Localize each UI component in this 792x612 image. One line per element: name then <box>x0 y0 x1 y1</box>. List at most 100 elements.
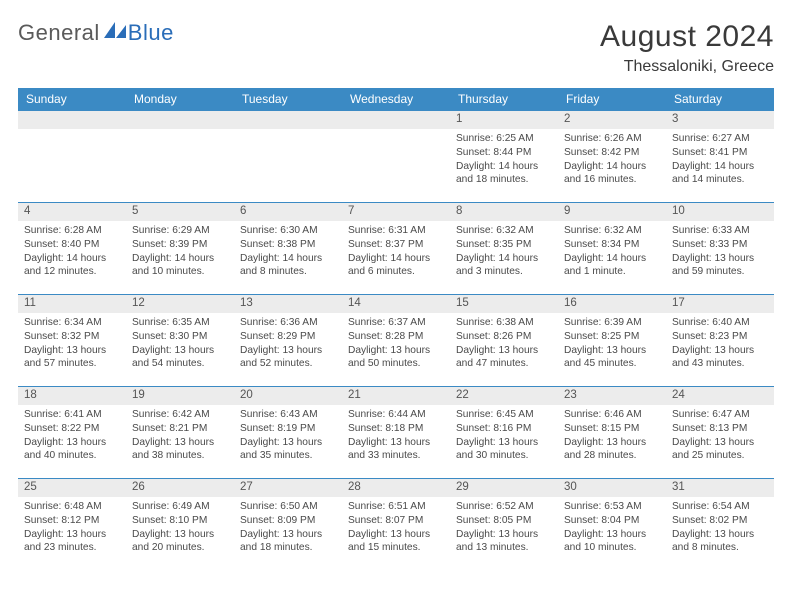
day-details: Sunrise: 6:37 AMSunset: 8:28 PMDaylight:… <box>342 313 450 371</box>
weekday-header: Friday <box>558 88 666 111</box>
day-detail-line: and 10 minutes. <box>132 265 228 279</box>
day-number: 11 <box>18 295 126 313</box>
day-detail-line: Daylight: 14 hours <box>564 252 660 266</box>
day-detail-line: and 45 minutes. <box>564 357 660 371</box>
day-detail-line: and 3 minutes. <box>456 265 552 279</box>
day-detail-line: Daylight: 14 hours <box>24 252 120 266</box>
day-detail-line: Sunrise: 6:28 AM <box>24 224 120 238</box>
day-detail-line: Sunset: 8:10 PM <box>132 514 228 528</box>
day-detail-line: and 10 minutes. <box>564 541 660 555</box>
weekday-header: Sunday <box>18 88 126 111</box>
day-detail-line: Sunrise: 6:49 AM <box>132 500 228 514</box>
day-number: 3 <box>666 111 774 129</box>
day-number: 24 <box>666 387 774 405</box>
weekday-header: Wednesday <box>342 88 450 111</box>
day-detail-line: Daylight: 14 hours <box>132 252 228 266</box>
day-detail-line: Sunrise: 6:53 AM <box>564 500 660 514</box>
day-detail-line: Daylight: 13 hours <box>132 436 228 450</box>
day-detail-line: and 16 minutes. <box>564 173 660 187</box>
day-detail-line: Daylight: 14 hours <box>456 252 552 266</box>
day-detail-line: Daylight: 13 hours <box>564 344 660 358</box>
day-detail-line: Sunrise: 6:52 AM <box>456 500 552 514</box>
day-detail-line: and 47 minutes. <box>456 357 552 371</box>
day-detail-line: Sunset: 8:19 PM <box>240 422 336 436</box>
day-details: Sunrise: 6:50 AMSunset: 8:09 PMDaylight:… <box>234 497 342 555</box>
logo-text-blue: Blue <box>128 20 174 46</box>
day-detail-line: and 54 minutes. <box>132 357 228 371</box>
calendar-day-cell: 18Sunrise: 6:41 AMSunset: 8:22 PMDayligh… <box>18 387 126 479</box>
day-detail-line: and 1 minute. <box>564 265 660 279</box>
day-detail-line: Sunrise: 6:46 AM <box>564 408 660 422</box>
day-detail-line: Daylight: 14 hours <box>564 160 660 174</box>
calendar-day-cell: 9Sunrise: 6:32 AMSunset: 8:34 PMDaylight… <box>558 203 666 295</box>
day-detail-line: Daylight: 13 hours <box>348 528 444 542</box>
day-detail-line: Daylight: 13 hours <box>132 344 228 358</box>
day-detail-line: Sunset: 8:39 PM <box>132 238 228 252</box>
day-detail-line: Sunrise: 6:43 AM <box>240 408 336 422</box>
weekday-header: Thursday <box>450 88 558 111</box>
day-number: 17 <box>666 295 774 313</box>
day-detail-line: Sunset: 8:37 PM <box>348 238 444 252</box>
day-detail-line: Sunrise: 6:35 AM <box>132 316 228 330</box>
day-detail-line: and 13 minutes. <box>456 541 552 555</box>
day-detail-line: Sunset: 8:41 PM <box>672 146 768 160</box>
weekday-header: Tuesday <box>234 88 342 111</box>
day-details: Sunrise: 6:46 AMSunset: 8:15 PMDaylight:… <box>558 405 666 463</box>
day-detail-line: Sunrise: 6:41 AM <box>24 408 120 422</box>
day-detail-line: Sunset: 8:12 PM <box>24 514 120 528</box>
day-detail-line: and 6 minutes. <box>348 265 444 279</box>
day-number: 12 <box>126 295 234 313</box>
calendar-day-cell: 14Sunrise: 6:37 AMSunset: 8:28 PMDayligh… <box>342 295 450 387</box>
day-details: Sunrise: 6:32 AMSunset: 8:34 PMDaylight:… <box>558 221 666 279</box>
day-detail-line: Sunrise: 6:27 AM <box>672 132 768 146</box>
page-header: General Blue August 2024 Thessaloniki, G… <box>18 20 774 76</box>
weekday-header: Saturday <box>666 88 774 111</box>
day-number: 21 <box>342 387 450 405</box>
day-number: 2 <box>558 111 666 129</box>
day-details: Sunrise: 6:30 AMSunset: 8:38 PMDaylight:… <box>234 221 342 279</box>
calendar-day-cell: 2Sunrise: 6:26 AMSunset: 8:42 PMDaylight… <box>558 111 666 203</box>
calendar-day-cell: 28Sunrise: 6:51 AMSunset: 8:07 PMDayligh… <box>342 479 450 571</box>
day-details: Sunrise: 6:32 AMSunset: 8:35 PMDaylight:… <box>450 221 558 279</box>
calendar-day-cell: 16Sunrise: 6:39 AMSunset: 8:25 PMDayligh… <box>558 295 666 387</box>
day-detail-line: Sunrise: 6:39 AM <box>564 316 660 330</box>
calendar-day-cell: 7Sunrise: 6:31 AMSunset: 8:37 PMDaylight… <box>342 203 450 295</box>
day-detail-line: Sunrise: 6:31 AM <box>348 224 444 238</box>
day-detail-line: Daylight: 13 hours <box>24 528 120 542</box>
calendar-week-row: 25Sunrise: 6:48 AMSunset: 8:12 PMDayligh… <box>18 479 774 571</box>
calendar-day-cell: 5Sunrise: 6:29 AMSunset: 8:39 PMDaylight… <box>126 203 234 295</box>
calendar-day-cell: 20Sunrise: 6:43 AMSunset: 8:19 PMDayligh… <box>234 387 342 479</box>
day-details: Sunrise: 6:36 AMSunset: 8:29 PMDaylight:… <box>234 313 342 371</box>
day-detail-line: Sunrise: 6:30 AM <box>240 224 336 238</box>
day-detail-line: and 15 minutes. <box>348 541 444 555</box>
day-details: Sunrise: 6:54 AMSunset: 8:02 PMDaylight:… <box>666 497 774 555</box>
day-detail-line: Daylight: 14 hours <box>240 252 336 266</box>
day-detail-line: and 33 minutes. <box>348 449 444 463</box>
day-detail-line: Daylight: 13 hours <box>24 436 120 450</box>
day-detail-line: Daylight: 13 hours <box>240 344 336 358</box>
day-detail-line: Daylight: 13 hours <box>564 436 660 450</box>
day-detail-line: Sunset: 8:42 PM <box>564 146 660 160</box>
day-number <box>126 111 234 129</box>
day-number: 10 <box>666 203 774 221</box>
day-number <box>342 111 450 129</box>
calendar-day-cell: 6Sunrise: 6:30 AMSunset: 8:38 PMDaylight… <box>234 203 342 295</box>
day-detail-line: Sunrise: 6:40 AM <box>672 316 768 330</box>
calendar-day-cell: 25Sunrise: 6:48 AMSunset: 8:12 PMDayligh… <box>18 479 126 571</box>
day-detail-line: Sunset: 8:40 PM <box>24 238 120 252</box>
day-detail-line: Sunrise: 6:50 AM <box>240 500 336 514</box>
day-detail-line: Sunset: 8:34 PM <box>564 238 660 252</box>
day-details: Sunrise: 6:51 AMSunset: 8:07 PMDaylight:… <box>342 497 450 555</box>
calendar-day-cell: 10Sunrise: 6:33 AMSunset: 8:33 PMDayligh… <box>666 203 774 295</box>
day-detail-line: and 20 minutes. <box>132 541 228 555</box>
day-detail-line: Sunrise: 6:44 AM <box>348 408 444 422</box>
calendar-day-cell: 11Sunrise: 6:34 AMSunset: 8:32 PMDayligh… <box>18 295 126 387</box>
day-detail-line: and 59 minutes. <box>672 265 768 279</box>
day-detail-line: and 43 minutes. <box>672 357 768 371</box>
day-detail-line: and 57 minutes. <box>24 357 120 371</box>
day-detail-line: Sunset: 8:23 PM <box>672 330 768 344</box>
calendar-day-cell: 26Sunrise: 6:49 AMSunset: 8:10 PMDayligh… <box>126 479 234 571</box>
day-detail-line: Sunrise: 6:51 AM <box>348 500 444 514</box>
day-details: Sunrise: 6:52 AMSunset: 8:05 PMDaylight:… <box>450 497 558 555</box>
day-number: 6 <box>234 203 342 221</box>
